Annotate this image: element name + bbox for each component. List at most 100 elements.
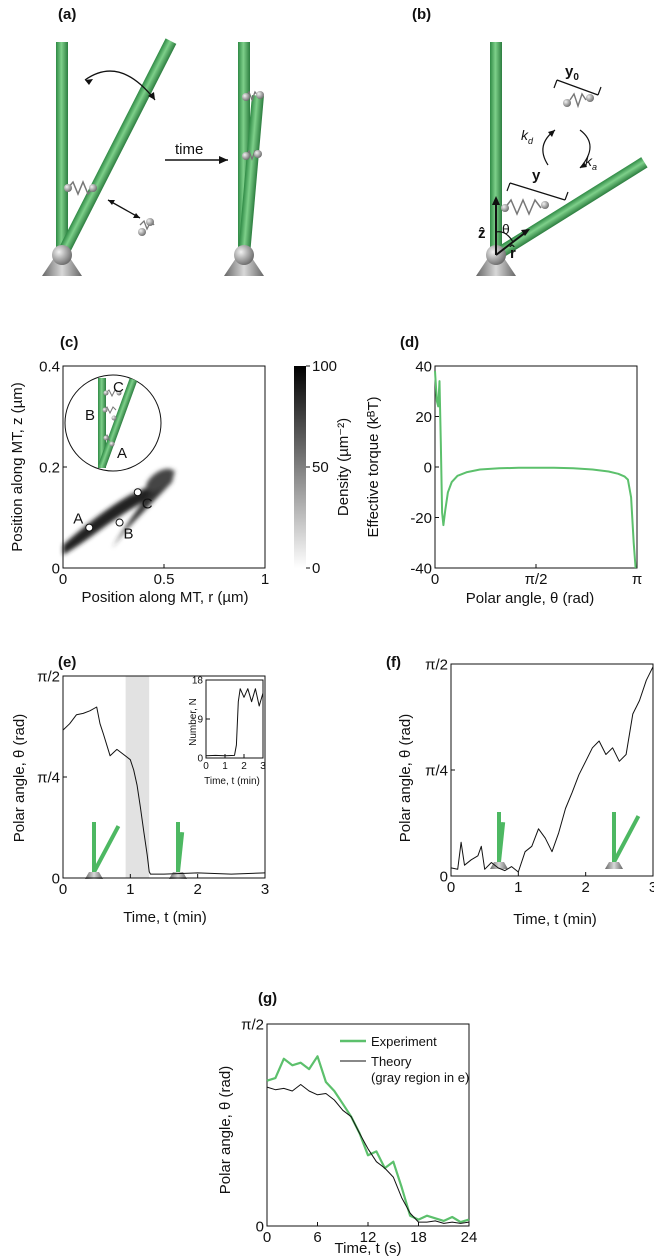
d-xtick-label: π/2 (525, 571, 548, 588)
panel-b-illustration: y y0 kd ka ẑ θ r̂ (476, 42, 648, 276)
g-series-experiment (266, 1055, 470, 1224)
rotation-arrow-icon (84, 70, 156, 101)
g-xtick-label: 24 (461, 1229, 478, 1246)
panel-label-b: (b) (412, 6, 432, 23)
panel-label-e: (e) (58, 654, 77, 671)
c-points: A BC (73, 488, 153, 543)
panel-label-c: (c) (60, 334, 79, 351)
time-arrow-label: time (175, 141, 203, 158)
c-colorbar-ticks: 0 50 100 (306, 358, 337, 577)
c-cbar-tick-label: 50 (312, 459, 329, 476)
d-ytick-label: -40 (410, 560, 432, 577)
theta-arc-icon (495, 231, 514, 243)
unbinding-arrow-icon (542, 129, 556, 166)
c-inset-circle (64, 374, 162, 472)
c-inset-point-A: A (117, 445, 127, 462)
d-ytick-label: 0 (424, 459, 432, 476)
e-inset-xtick-label: 0 (203, 761, 209, 772)
g-ytick-label: π/2 (241, 1016, 264, 1033)
f-ytick-label: π/4 (425, 762, 448, 779)
panel-label-a: (a) (58, 6, 77, 23)
c-point-A (85, 523, 94, 532)
c-xlabel: Position along MT, r (µm) (81, 589, 248, 606)
crosslinker-spring-icon (67, 180, 94, 196)
e-xtick-label: 0 (59, 881, 67, 898)
pivot-cone-a2-icon (224, 258, 264, 276)
e-inset-xtick-label: 2 (241, 761, 247, 772)
c-ytick-label: 0.2 (39, 459, 60, 476)
panel-e-chart: Time, t (min) Polar angle, θ (rad) Numbe… (11, 668, 269, 926)
e-xtick-label: 3 (261, 881, 269, 898)
e-illustration-aligned (169, 822, 187, 879)
g-xtick-label: 18 (410, 1229, 427, 1246)
e-inset-ylabel: Number, N (188, 698, 199, 746)
g-xlabel: Time, t (s) (335, 1240, 402, 1257)
g-frame (266, 1023, 470, 1227)
extension-bracket-icon (506, 182, 569, 201)
e-inset-ytick-label: 9 (197, 715, 203, 726)
label-z-hat: ẑ (478, 225, 486, 242)
e-inset-line (205, 688, 264, 757)
panel-label-d: (d) (400, 334, 420, 351)
label-y0: y0 (565, 63, 579, 83)
panel-a-illustration: time (42, 38, 264, 276)
r-axis-arrow-icon (495, 231, 527, 256)
g-ylabel: Polar angle, θ (rad) (217, 1066, 234, 1194)
c-inset-illustration (98, 378, 138, 468)
label-y: y (532, 167, 541, 184)
f-xtick-label: 3 (649, 879, 654, 896)
d-ytick-label: 40 (415, 358, 432, 375)
c-point-label-C: C (142, 495, 153, 512)
c-ytick-label: 0 (52, 560, 60, 577)
rest-length-bracket-icon (553, 79, 602, 96)
panel-d-chart: Polar angle, θ (rad) Effective torque (k… (365, 358, 642, 607)
g-legend: Experiment Theory (gray region in e) (340, 1034, 469, 1085)
binding-arrow-icon (107, 199, 141, 219)
f-illustration-tilted (605, 812, 641, 869)
f-ylabel: Polar angle, θ (rad) (397, 714, 414, 842)
mt-tilted-a1 (56, 38, 177, 258)
c-axes: 0 0.5 1 0 0.2 0.4 (39, 358, 269, 588)
e-inset-ytick-label: 18 (192, 676, 204, 687)
d-xlabel: Polar angle, θ (rad) (466, 590, 594, 607)
c-inset-point-C: C (113, 379, 124, 396)
pivot-cone-icon (42, 258, 82, 276)
d-series-line (434, 371, 637, 569)
f-xtick-label: 2 (581, 879, 589, 896)
d-xtick-label: 0 (431, 571, 439, 588)
g-series-theory (266, 1084, 470, 1224)
c-xtick-label: 0 (59, 571, 67, 588)
pivot-cone-b-icon (476, 258, 516, 276)
f-ytick-label: 0 (440, 868, 448, 885)
mt-vertical-a1 (56, 42, 68, 257)
panel-label-f: (f) (386, 654, 401, 671)
pivot-ball-icon (52, 245, 72, 265)
c-xtick-label: 1 (261, 571, 269, 588)
d-ylabel: Effective torque (kᴮT) (365, 397, 382, 538)
c-xtick-label: 0.5 (154, 571, 175, 588)
e-ytick-label: π/2 (37, 668, 60, 685)
panel-f-chart: Time, t (min) Polar angle, θ (rad) 0 1 2 3 0… (397, 656, 654, 928)
mt-tilted-b (492, 157, 648, 261)
c-point-B (115, 518, 124, 527)
c-point-label-A: A (73, 511, 83, 528)
label-ka: ka (585, 153, 597, 172)
e-ytick-label: π/4 (37, 769, 60, 786)
e-series-line (62, 706, 266, 875)
label-theta: θ (502, 221, 510, 237)
e-inset-xlabel: Time, t (min) (204, 776, 260, 787)
c-cbar-tick-label: 100 (312, 358, 337, 375)
c-density-map (63, 468, 175, 555)
pivot-ball-a2-icon (234, 245, 254, 265)
free-spring-icon (569, 92, 587, 109)
panel-label-g: (g) (258, 990, 278, 1007)
mt-tilted-a2 (238, 95, 264, 256)
label-kd: kd (521, 127, 534, 146)
c-ylabel: Position along MT, z (µm) (9, 382, 26, 552)
label-r-hat: r̂ (509, 243, 516, 262)
e-ytick-label: 0 (52, 870, 60, 887)
e-xtick-label: 2 (193, 881, 201, 898)
e-xlabel: Time, t (min) (123, 909, 207, 926)
g-xtick-label: 0 (263, 1229, 271, 1246)
